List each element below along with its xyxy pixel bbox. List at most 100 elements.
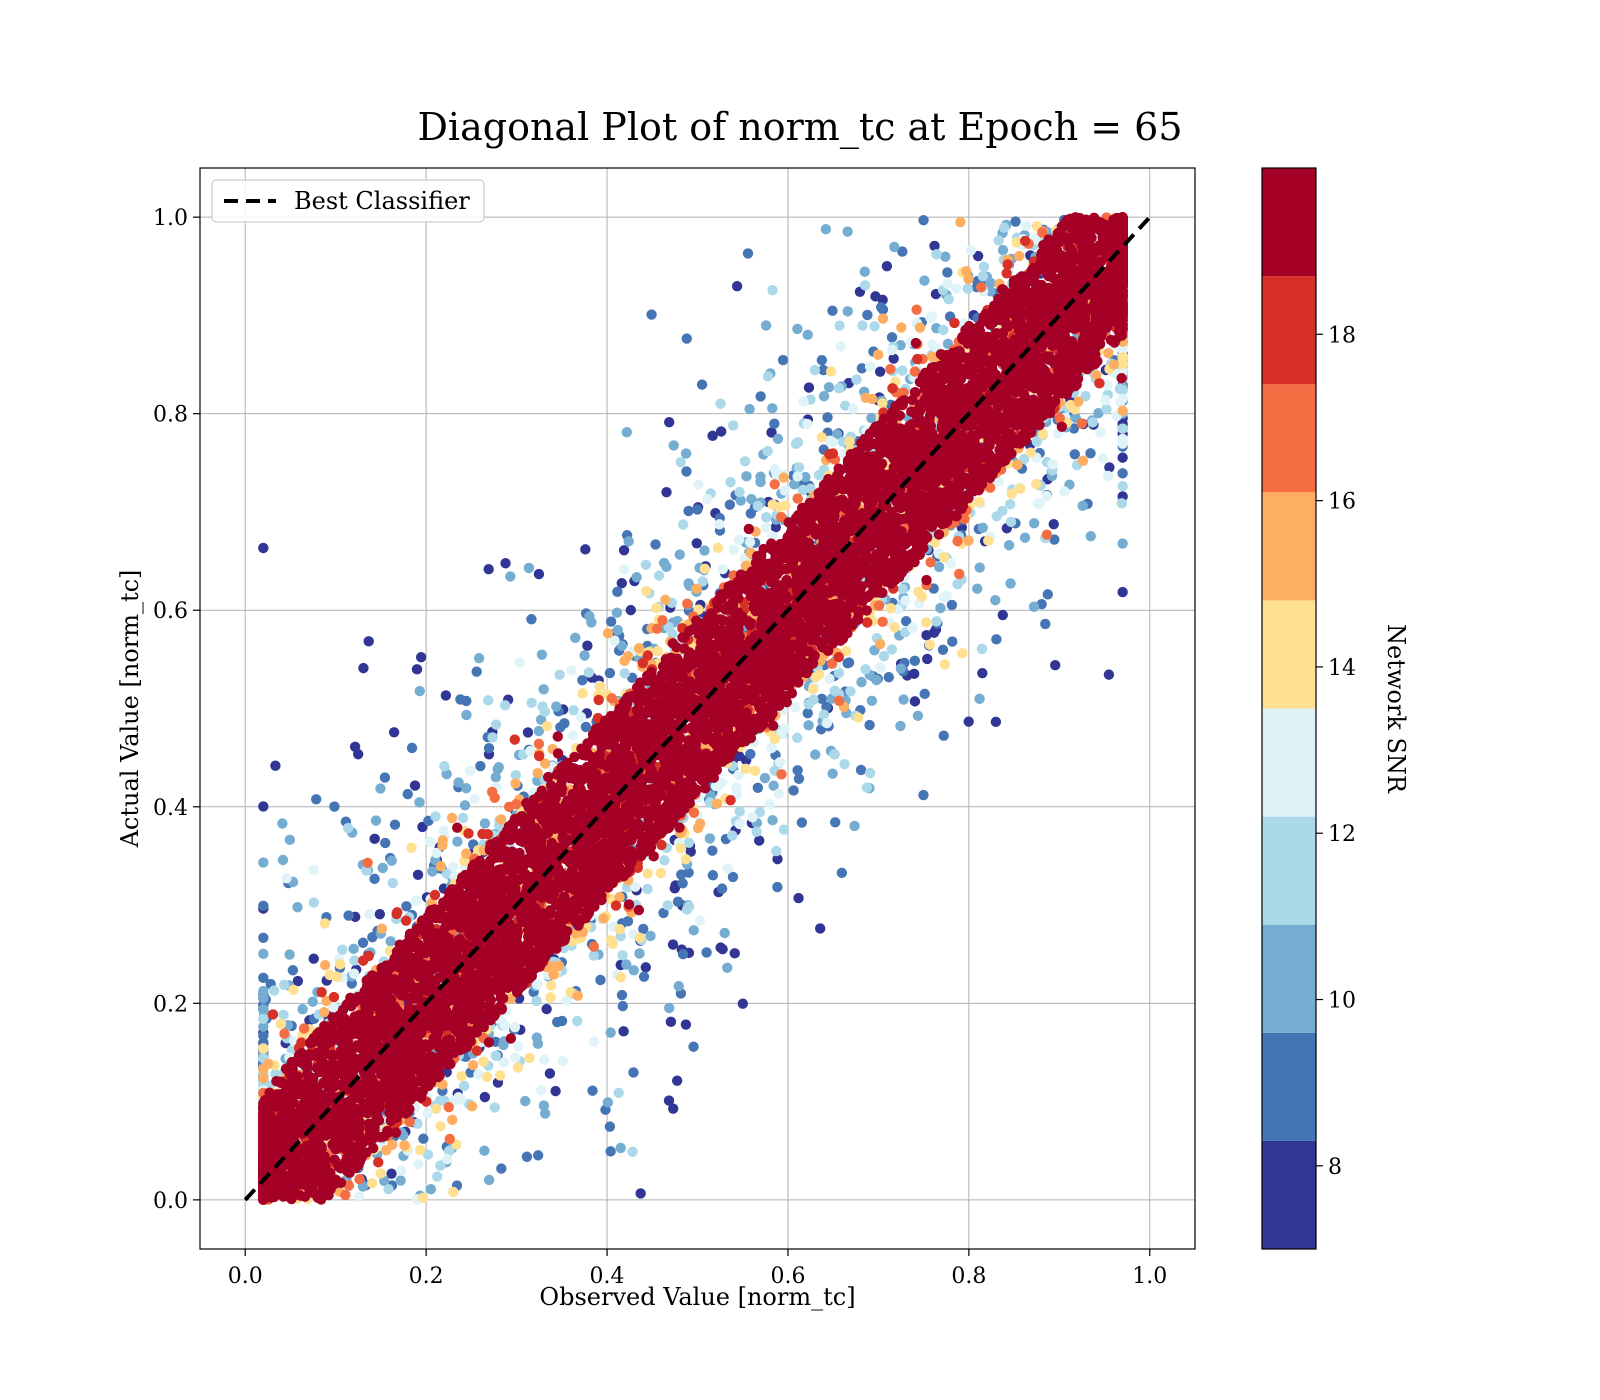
- scatter-point: [456, 1071, 467, 1082]
- scatter-point: [734, 486, 745, 498]
- scatter-point: [755, 476, 766, 488]
- scatter-point: [655, 867, 667, 879]
- scatter-point: [337, 944, 348, 955]
- scatter-point: [976, 282, 987, 293]
- scatter-point: [790, 702, 801, 713]
- scatter-point: [605, 1027, 616, 1038]
- scatter-point: [673, 980, 684, 992]
- scatter-point: [354, 1174, 365, 1185]
- scatter-point: [993, 235, 1004, 246]
- scatter-point: [943, 294, 954, 305]
- scatter-point: [1004, 499, 1016, 510]
- scatter-point: [842, 306, 853, 317]
- scatter-point: [772, 433, 784, 445]
- scatter-point: [792, 437, 804, 448]
- scatter-point: [652, 645, 663, 657]
- scatter-point: [716, 883, 728, 894]
- scatter-point: [985, 482, 996, 493]
- scatter-point: [993, 476, 1004, 487]
- scatter-point: [375, 783, 386, 794]
- scatter-point: [657, 615, 668, 626]
- scatter-point: [833, 667, 845, 679]
- scatter-point: [810, 749, 821, 760]
- scatter-point: [434, 1095, 446, 1107]
- scatter-point: [575, 711, 587, 723]
- scatter-point: [587, 1085, 598, 1096]
- scatter-point: [737, 998, 749, 1009]
- scatter-point: [856, 676, 867, 688]
- scatter-point: [918, 215, 929, 226]
- scatter-point: [776, 769, 787, 780]
- scatter-point: [622, 651, 634, 662]
- scatter-point: [1117, 538, 1128, 549]
- scatter-point: [441, 1153, 453, 1165]
- scatter-point: [435, 861, 447, 872]
- scatter-point: [889, 241, 900, 253]
- scatter-point: [859, 266, 870, 277]
- scatter-point: [532, 1150, 544, 1161]
- scatter-point: [308, 864, 319, 876]
- scatter-point: [818, 390, 830, 402]
- scatter-point: [614, 891, 625, 903]
- scatter-point: [977, 522, 988, 533]
- scatter-point: [844, 436, 855, 447]
- scatter-point: [319, 1006, 330, 1018]
- scatter-point: [414, 685, 425, 697]
- scatter-point: [618, 545, 630, 556]
- scatter-point: [793, 773, 805, 784]
- scatter-point: [778, 472, 789, 483]
- scatter-point: [667, 939, 679, 950]
- scatter-point: [638, 971, 650, 982]
- scatter-point: [793, 462, 805, 473]
- scatter-point: [541, 720, 553, 732]
- scatter-point: [766, 427, 777, 438]
- scatter-point: [725, 476, 736, 488]
- scatter-point: [825, 366, 837, 377]
- scatter-point: [604, 667, 616, 679]
- scatter-point: [440, 690, 452, 701]
- scatter-point: [557, 1055, 569, 1067]
- scatter-point: [727, 830, 738, 841]
- scatter-point: [818, 364, 829, 376]
- scatter-point: [583, 667, 595, 678]
- scatter-point: [319, 959, 331, 971]
- scatter-point: [682, 598, 693, 609]
- scatter-point: [874, 366, 886, 377]
- scatter-point: [886, 344, 898, 356]
- scatter-point: [646, 309, 657, 320]
- scatter-point: [777, 354, 789, 366]
- scatter-point: [402, 788, 413, 800]
- scatter-point: [946, 599, 958, 611]
- scatter-point: [640, 559, 652, 570]
- scatter-point: [1116, 498, 1128, 509]
- scatter-point: [353, 1191, 365, 1202]
- scatter-point: [307, 996, 318, 1007]
- scatter-point: [677, 519, 689, 530]
- scatter-point: [640, 962, 652, 973]
- scatter-point: [792, 732, 803, 744]
- scatter-point: [579, 650, 590, 661]
- scatter-point: [907, 622, 918, 634]
- scatter-point: [487, 732, 498, 743]
- scatter-point: [661, 561, 672, 572]
- scatter-point: [268, 985, 280, 996]
- scatter-point: [813, 469, 825, 481]
- scatter-point: [622, 916, 634, 927]
- scatter-point: [731, 782, 742, 793]
- scatter-point: [580, 544, 591, 555]
- scatter-point: [778, 824, 790, 835]
- scatter-point: [366, 1178, 378, 1189]
- scatter-point: [417, 1192, 429, 1204]
- scatter-point: [369, 833, 380, 845]
- scatter-point: [621, 426, 633, 438]
- scatter-point: [443, 1145, 455, 1157]
- scatter-point: [990, 716, 1002, 728]
- scatter-point: [878, 650, 890, 662]
- scatter-point: [762, 371, 774, 382]
- scatter-point: [711, 798, 723, 809]
- scatter-point: [816, 432, 827, 443]
- scatter-point: [855, 764, 867, 776]
- scatter-point: [853, 712, 864, 723]
- scatter-point: [284, 949, 295, 960]
- scatter-point: [867, 393, 878, 405]
